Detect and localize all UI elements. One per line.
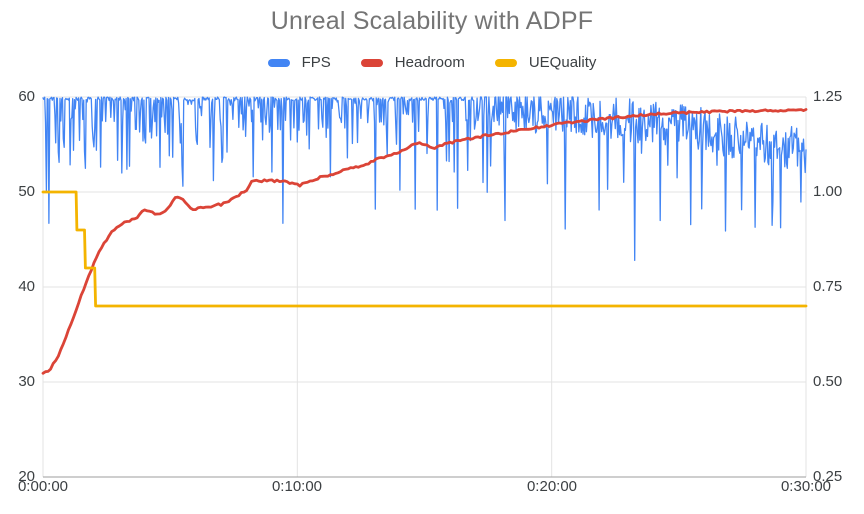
legend-item-headroom: Headroom <box>360 54 465 71</box>
uequality-legend-swatch-icon <box>494 58 517 67</box>
legend-item-uequality: UEQuality <box>494 54 597 71</box>
fps-legend-swatch-icon <box>267 58 290 67</box>
legend: FPS Headroom UEQuality <box>0 54 864 71</box>
y-axis-left-tick-30: 30 <box>18 373 35 390</box>
x-axis-tick-0-30-00: 0:30:00 <box>780 478 832 495</box>
y-axis-left-tick-40: 40 <box>18 278 35 295</box>
headroom-legend-label: Headroom <box>394 54 465 71</box>
y-axis-left-tick-50: 50 <box>18 183 35 200</box>
x-axis-tick-0-20-00: 0:20:00 <box>526 478 578 495</box>
fps-legend-label: FPS <box>301 54 331 71</box>
y-axis-right-tick-0-75: 0.75 <box>813 278 843 295</box>
x-axis-tick-0-10-00: 0:10:00 <box>271 478 323 495</box>
fps-line <box>42 96 807 262</box>
headroom-line <box>41 108 808 375</box>
y-axis-right-tick-1-25: 1.25 <box>813 88 843 105</box>
legend-item-fps: FPS <box>267 54 331 71</box>
headroom-legend-swatch-icon <box>360 58 383 67</box>
y-axis-right-tick-1-00: 1.00 <box>813 183 843 200</box>
y-axis-right-tick-0-50: 0.50 <box>813 373 843 390</box>
y-axis-left-tick-20: 20 <box>18 468 35 485</box>
y-axis-left-tick-60: 60 <box>18 88 35 105</box>
uequality-legend-label: UEQuality <box>528 54 597 71</box>
uequality-line <box>41 190 808 308</box>
x-axis-tick-0-00-00: 0:00:00 <box>17 478 69 495</box>
y-axis-right-tick-0-25: 0.25 <box>813 468 843 485</box>
chart-title: Unreal Scalability with ADPF <box>270 7 594 35</box>
